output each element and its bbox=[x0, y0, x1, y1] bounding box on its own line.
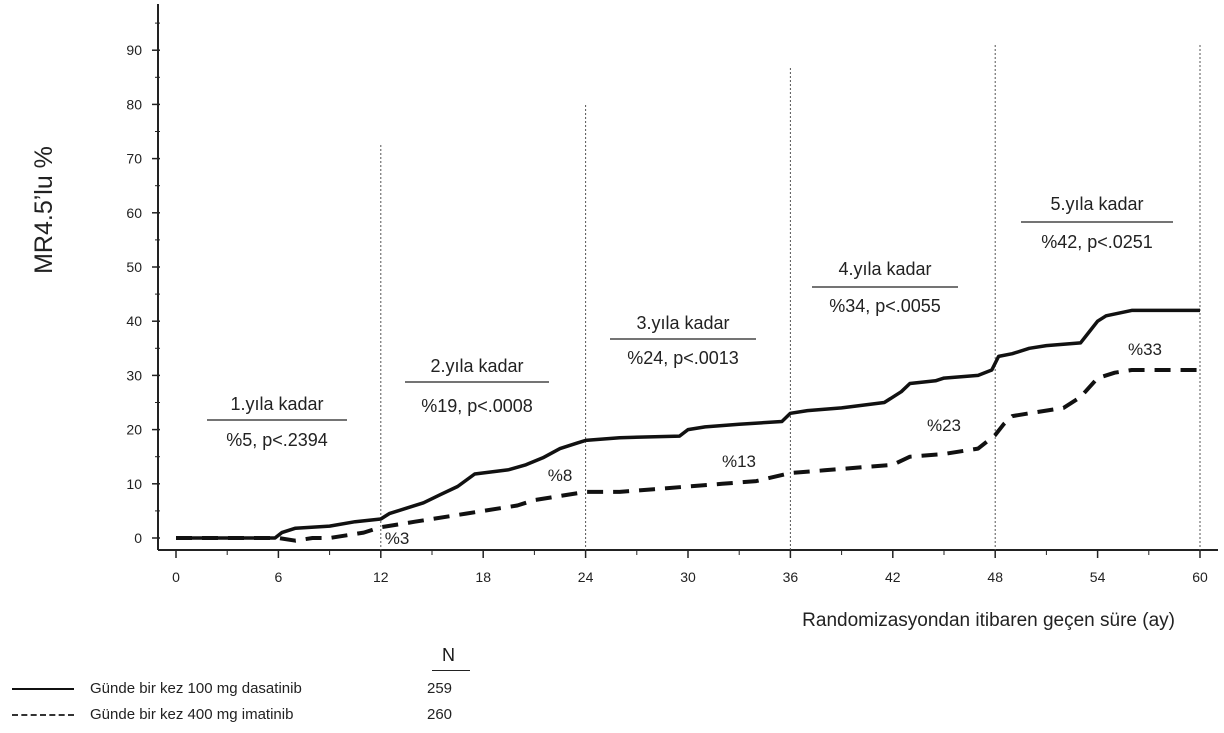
y-tick-label: 50 bbox=[126, 259, 142, 275]
x-tick-label: 60 bbox=[1192, 569, 1208, 585]
period-stat: %19, p<.0008 bbox=[421, 396, 533, 416]
x-tick-label: 24 bbox=[578, 569, 594, 585]
y-tick-label: 10 bbox=[126, 476, 142, 492]
period-stat: %5, p<.2394 bbox=[226, 430, 328, 450]
legend-n-value: 259 bbox=[427, 680, 453, 697]
imatinib-value-label: %8 bbox=[548, 466, 573, 485]
period-stat: %34, p<.0055 bbox=[829, 296, 941, 316]
legend-n-header: N bbox=[442, 645, 455, 665]
legend-n-underline bbox=[432, 670, 470, 671]
period-stat: %24, p<.0013 bbox=[627, 348, 739, 368]
series-lines bbox=[176, 308, 1200, 543]
legend-solid-line-icon bbox=[12, 688, 74, 690]
y-tick-label: 80 bbox=[126, 96, 142, 112]
period-title: 3.yıla kadar bbox=[636, 313, 729, 333]
y-tick-label: 20 bbox=[126, 422, 142, 438]
period-title: 4.yıla kadar bbox=[838, 259, 931, 279]
y-tick-label: 60 bbox=[126, 205, 142, 221]
period-title: 5.yıla kadar bbox=[1050, 194, 1143, 214]
x-axis-label: Randomizasyondan itibaren geçen süre (ay… bbox=[802, 610, 1175, 631]
y-tick-label: 70 bbox=[126, 151, 142, 167]
x-tick-label: 0 bbox=[172, 569, 180, 585]
y-tick-label: 40 bbox=[126, 313, 142, 329]
x-tick-label: 6 bbox=[275, 569, 283, 585]
legend-label: Günde bir kez 400 mg imatinib bbox=[90, 706, 294, 723]
x-tick-label: 30 bbox=[680, 569, 696, 585]
period-divider-lines bbox=[380, 45, 1201, 550]
period-title: 1.yıla kadar bbox=[230, 394, 323, 414]
legend-dashed-line-icon bbox=[12, 714, 74, 716]
dasatinib-line bbox=[176, 308, 1200, 540]
x-tick-label: 12 bbox=[373, 569, 389, 585]
x-tick-label: 54 bbox=[1090, 569, 1106, 585]
period-stat: %42, p<.0251 bbox=[1041, 232, 1153, 252]
x-tick-label: 36 bbox=[783, 569, 799, 585]
x-tick-label: 42 bbox=[885, 569, 901, 585]
imatinib-value-label: %23 bbox=[927, 416, 961, 435]
y-tick-label: 30 bbox=[126, 367, 142, 383]
legend-label: Günde bir kez 100 mg dasatinib bbox=[90, 680, 302, 697]
y-tick-label: 90 bbox=[126, 42, 142, 58]
y-tick-label: 0 bbox=[134, 530, 142, 546]
legend-n-value: 260 bbox=[427, 706, 453, 723]
period-title: 2.yıla kadar bbox=[430, 356, 523, 376]
imatinib-value-label: %33 bbox=[1128, 340, 1162, 359]
x-tick-label: 48 bbox=[987, 569, 1003, 585]
imatinib-value-label: %13 bbox=[722, 452, 756, 471]
imatinib-line bbox=[176, 368, 1200, 543]
imatinib-value-label: %3 bbox=[385, 529, 410, 548]
y-axis-label: MR4.5’lu % bbox=[30, 146, 58, 274]
period-annotations: 1.yıla kadar %5, p<.2394 2.yıla kadar %19, … bbox=[207, 194, 1173, 548]
axes: 0 10 20 30 40 50 60 70 80 90 0 6 12 18 24 30 36 42 48 54 60 bbox=[126, 4, 1218, 585]
x-tick-label: 18 bbox=[475, 569, 491, 585]
